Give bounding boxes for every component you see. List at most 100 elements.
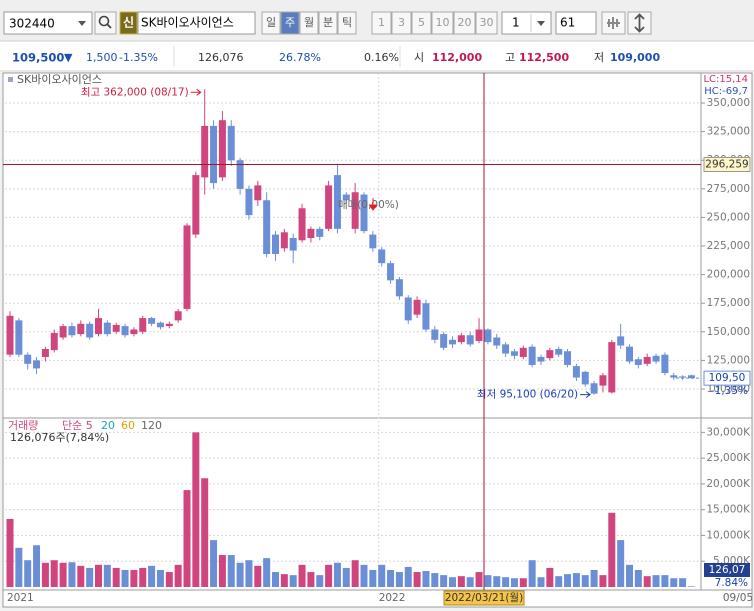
count-input[interactable] <box>555 11 597 35</box>
volume-bar <box>201 478 209 587</box>
volume-bar <box>254 565 262 587</box>
volume-bar <box>440 575 448 587</box>
period-button[interactable] <box>299 11 319 35</box>
candle-body <box>687 375 695 379</box>
volume-bar <box>86 567 94 587</box>
volume-bar <box>227 555 235 587</box>
candle-body <box>670 375 678 378</box>
interval-label: 20 <box>458 16 472 29</box>
volume-bar <box>148 565 156 587</box>
candle-body <box>581 371 589 385</box>
interval-label: 3 <box>398 16 405 29</box>
y-tick-label: 100,000 <box>707 383 750 395</box>
badge[interactable] <box>119 11 138 35</box>
search-button[interactable] <box>94 11 117 35</box>
volume-bar <box>156 569 164 587</box>
expand-icon <box>634 13 645 33</box>
quote-price: 109,500 <box>12 51 64 65</box>
ma-label: 단순 5 <box>62 419 93 432</box>
candle-body <box>475 329 483 341</box>
ma-label: 20 <box>101 419 115 432</box>
candle-body <box>519 347 527 357</box>
volume-bar <box>298 564 306 587</box>
y-tick-label: 175,000 <box>707 297 750 309</box>
period-label: 월 <box>304 16 314 29</box>
candle-body <box>245 188 253 216</box>
interval-button[interactable] <box>431 11 454 35</box>
interval-button[interactable] <box>475 11 498 35</box>
interval-button[interactable] <box>391 11 412 35</box>
candle-body <box>449 339 456 345</box>
candle-body <box>68 326 76 336</box>
name-box[interactable] <box>137 11 256 35</box>
candle-body <box>156 322 164 328</box>
volume-title: 거래량 <box>8 419 38 432</box>
dropdown-arrow[interactable] <box>537 21 545 26</box>
volume-bar <box>378 564 386 587</box>
volume-bar <box>165 572 173 587</box>
volume-bar <box>342 567 350 587</box>
interval-button[interactable] <box>453 11 476 35</box>
quote-turnover: 0.16% <box>364 51 399 64</box>
candle-body <box>280 232 288 249</box>
candle-body <box>422 303 430 330</box>
volume-bar <box>245 560 253 587</box>
interval-buttons: 1 3 5 10 20 30 <box>371 11 498 35</box>
quote-open-label: 시 <box>414 51 424 64</box>
candle-body <box>608 342 616 393</box>
period-button[interactable] <box>261 11 281 35</box>
plot: 100,000 125,000 150,000 175,000 200,000 225,0… <box>3 73 753 606</box>
candle-body <box>360 194 368 232</box>
volume-bar <box>670 578 678 587</box>
quote-high: 112,500 <box>519 51 569 64</box>
trough-arrow <box>580 391 591 399</box>
y-tick-label: 10,000K <box>706 529 751 541</box>
candle-body <box>599 375 607 386</box>
volume-bar <box>24 560 32 587</box>
y-tick-label: 15,000K <box>706 504 751 516</box>
candle-body <box>351 192 359 229</box>
x-tick-label: 2022 <box>379 592 406 604</box>
volume-bar <box>139 567 147 587</box>
volume-bar <box>572 573 580 587</box>
volume-bar <box>493 576 501 587</box>
period-button[interactable] <box>280 11 300 35</box>
volume-bar <box>33 545 41 587</box>
candle-body <box>440 334 448 348</box>
count-text: 61 <box>560 16 575 30</box>
interval-button[interactable] <box>411 11 432 35</box>
hc-text: HC:-69,7 <box>704 86 748 97</box>
unit-select[interactable] <box>501 11 552 35</box>
volume-bar <box>643 576 651 587</box>
volume-bar <box>431 573 439 587</box>
candle-body <box>404 297 412 321</box>
candle-body <box>572 366 580 378</box>
candle-body <box>342 194 350 201</box>
y-tick-label: 325,000 <box>707 126 750 138</box>
period-button[interactable] <box>337 11 357 35</box>
dropdown-arrow[interactable] <box>78 21 86 26</box>
x-tick-label: 09/05 <box>723 592 753 604</box>
volume-bar <box>626 564 633 587</box>
volume-bar <box>192 432 200 587</box>
candle-body <box>387 263 395 281</box>
code-input[interactable] <box>3 11 93 35</box>
volume-bar <box>360 564 368 587</box>
quote-volume-rate: 26.78% <box>279 51 321 64</box>
quote-change: 1,500 <box>86 51 118 64</box>
quote-volume: 126,076 <box>198 51 244 64</box>
crosshair-price-box <box>703 157 751 173</box>
candle-body <box>457 335 465 343</box>
volume-bar <box>519 578 527 587</box>
period-button[interactable] <box>318 11 338 35</box>
volume-bar <box>564 574 572 587</box>
quote-low-label: 저 <box>594 51 604 64</box>
candle-body <box>537 356 545 362</box>
volume-bar <box>679 578 687 587</box>
period-label: 틱 <box>342 16 352 29</box>
volume-bar <box>387 569 395 587</box>
interval-button[interactable] <box>371 11 392 35</box>
volume-bar <box>68 562 76 587</box>
candle-body <box>183 225 191 309</box>
